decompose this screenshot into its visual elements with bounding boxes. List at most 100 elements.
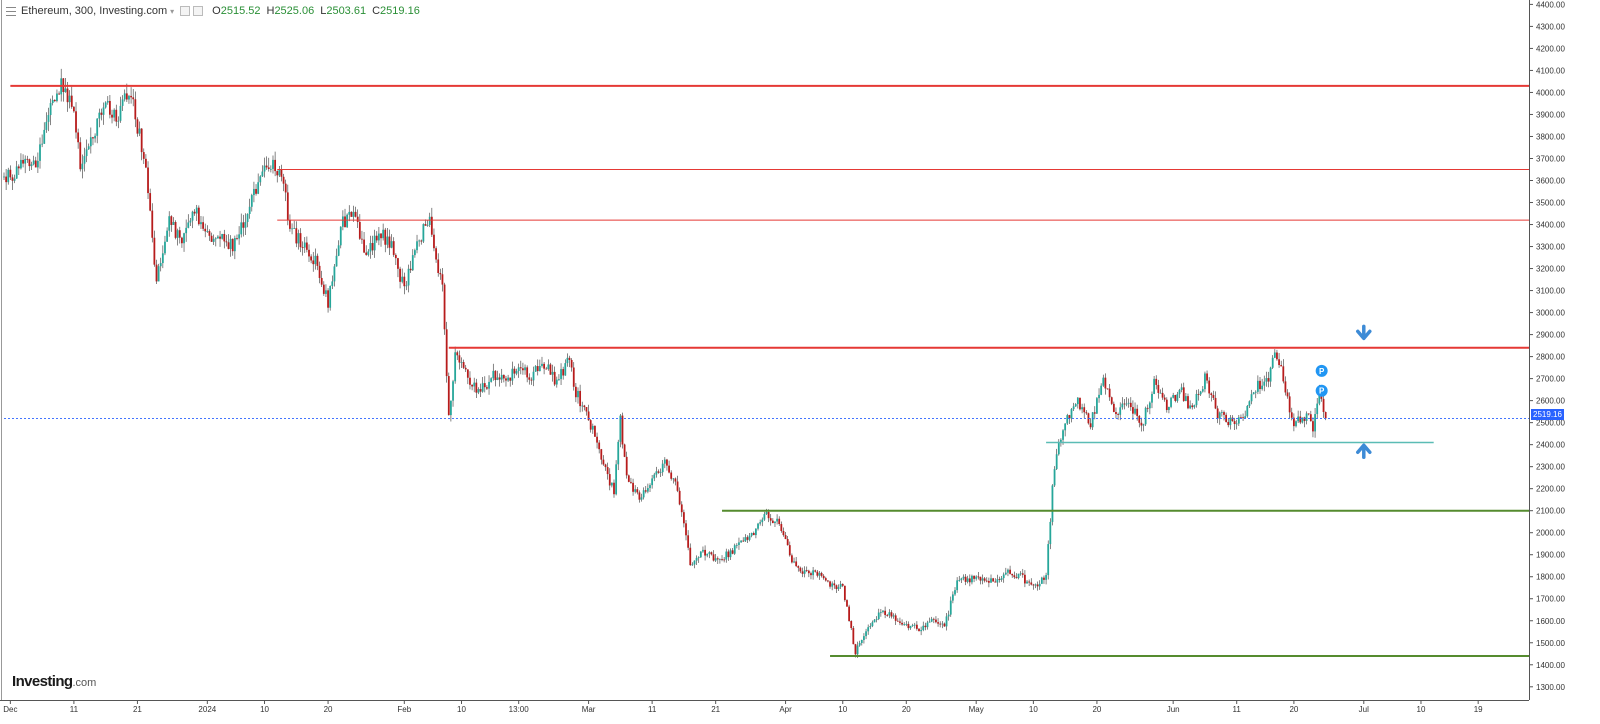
candle-body xyxy=(691,564,694,566)
candle xyxy=(1276,349,1278,361)
menu-icon[interactable] xyxy=(6,6,16,16)
x-tick-label: Feb xyxy=(397,705,411,714)
candle-body xyxy=(1013,575,1016,578)
candle-body xyxy=(666,459,668,466)
candle-body xyxy=(646,488,649,492)
candle-body xyxy=(930,618,933,622)
candle xyxy=(583,404,586,411)
candle-body xyxy=(174,221,177,238)
candle-body xyxy=(310,256,313,261)
candle-body xyxy=(708,552,711,554)
candle-body xyxy=(850,621,853,629)
candle-body xyxy=(695,557,698,561)
candle-body xyxy=(1019,573,1022,575)
candle-body xyxy=(1201,389,1204,392)
candle-body xyxy=(1176,394,1179,401)
candle xyxy=(312,251,315,272)
candle-body xyxy=(164,241,166,254)
candle-body xyxy=(178,230,181,238)
candle-body xyxy=(653,474,656,479)
candle xyxy=(1204,371,1206,393)
candle-body xyxy=(757,523,759,529)
candle xyxy=(41,134,44,148)
chevron-down-icon[interactable]: ▾ xyxy=(170,6,175,16)
candle-body xyxy=(928,621,931,623)
candle xyxy=(966,575,969,584)
arrow-head xyxy=(1356,443,1372,455)
candle-body xyxy=(295,228,298,244)
candle-body xyxy=(922,625,925,631)
candle xyxy=(1121,397,1124,410)
arrow-down-icon xyxy=(1356,324,1372,341)
candle xyxy=(430,207,433,238)
candle-body xyxy=(208,231,211,236)
candle-body xyxy=(414,250,416,256)
candle-body xyxy=(1148,402,1151,409)
x-tick-label: 13:00 xyxy=(509,705,530,714)
candle-body xyxy=(1060,439,1062,442)
settings-square-icon[interactable] xyxy=(180,6,191,16)
candle-body xyxy=(805,570,808,572)
candle-body xyxy=(1134,408,1136,414)
candle-body xyxy=(1100,385,1103,395)
candle xyxy=(250,193,253,212)
candle xyxy=(528,373,531,385)
candle xyxy=(797,565,800,572)
candle-body xyxy=(784,535,787,540)
candle xyxy=(66,82,69,112)
candle xyxy=(807,569,810,578)
candle-body xyxy=(848,606,851,622)
y-tick-label: 2500.00 xyxy=(1536,419,1565,428)
candle-body xyxy=(125,93,128,100)
candle-body xyxy=(1208,380,1211,394)
candle xyxy=(962,574,965,581)
candle xyxy=(407,264,410,293)
candle xyxy=(1223,410,1225,421)
close-square-icon[interactable] xyxy=(193,6,204,16)
candle xyxy=(174,220,177,240)
candle-body xyxy=(176,230,179,238)
x-tick-label: 10 xyxy=(1029,705,1038,714)
candle xyxy=(1030,578,1033,586)
candle xyxy=(274,151,277,177)
candle xyxy=(1142,423,1145,432)
candle-body xyxy=(486,387,488,389)
candle-body xyxy=(1246,405,1249,417)
candle xyxy=(1193,404,1196,409)
candle-body xyxy=(1182,387,1185,401)
candle-body xyxy=(109,100,111,115)
y-tick-label: 2000.00 xyxy=(1536,529,1565,538)
candle-body xyxy=(473,382,476,387)
candle-body xyxy=(5,176,8,183)
candle xyxy=(329,285,332,311)
y-tick-label: 1600.00 xyxy=(1536,617,1565,626)
candle-body xyxy=(1140,422,1143,426)
chart-title[interactable]: Ethereum, 300, Investing.com xyxy=(21,5,168,17)
candle-body xyxy=(602,459,605,465)
candle-body xyxy=(418,240,421,242)
candle xyxy=(210,232,213,242)
candle-body xyxy=(39,144,41,161)
candle xyxy=(278,166,281,177)
x-tick-label: Mar xyxy=(582,705,596,714)
candle xyxy=(47,107,50,132)
candle-body xyxy=(403,276,406,287)
candle-body xyxy=(1180,387,1183,390)
candle-body xyxy=(272,159,274,169)
candle-body xyxy=(217,236,219,239)
candle xyxy=(613,479,615,498)
candle-body xyxy=(1157,384,1160,393)
candle-body xyxy=(466,369,469,378)
candle-body xyxy=(810,573,812,576)
candle xyxy=(1216,405,1219,424)
candle xyxy=(1229,415,1232,430)
arrow-head xyxy=(1356,329,1372,341)
candle xyxy=(581,401,584,412)
candle-body xyxy=(852,628,855,645)
candle-body xyxy=(598,442,601,450)
candle xyxy=(526,365,529,383)
candle xyxy=(92,136,94,146)
candle-body xyxy=(1214,397,1217,409)
